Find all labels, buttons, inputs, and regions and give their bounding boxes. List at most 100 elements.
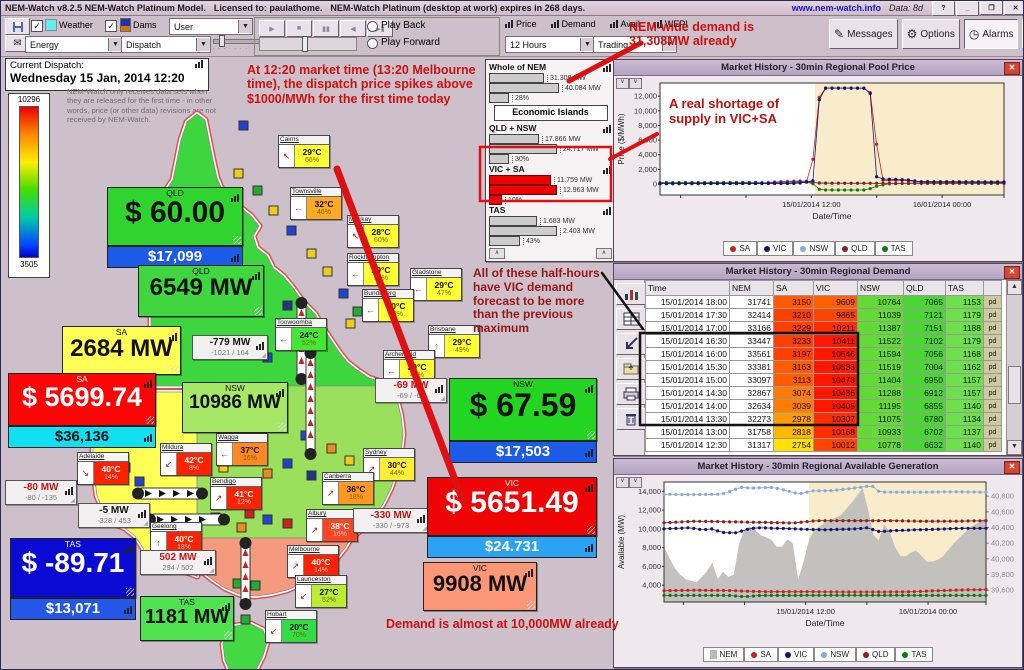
- window-control-button[interactable]: ✕: [1004, 1, 1023, 16]
- table-row[interactable]: 15/01/2014 15:00 33097 3113 10473 11404 6950 1…: [645, 373, 1002, 387]
- column-header[interactable]: NEM: [729, 280, 774, 296]
- interconnector-flow-box[interactable]: -330 MW -330 / -973 ◢: [353, 508, 429, 533]
- playback-buttons[interactable]: ▶ ■ ▮▮ ◀ ▶▮: [259, 20, 393, 37]
- nsw-demand-box[interactable]: NSW 10986 MW: [182, 382, 288, 433]
- playback-button[interactable]: ◀: [340, 20, 366, 37]
- chart-button-demand[interactable]: Demand: [550, 19, 596, 29]
- energy-select[interactable]: Energy ▼: [25, 36, 123, 53]
- pd-button[interactable]: pd: [983, 334, 1002, 348]
- user-select[interactable]: User ▼: [169, 18, 253, 35]
- save-icon[interactable]: [5, 18, 30, 35]
- interconnector-flow-box[interactable]: -5 MW -328 / 453 ◢: [78, 503, 150, 528]
- column-header[interactable]: SA: [773, 280, 814, 296]
- window-controls[interactable]: ? _ ❐ ✕: [931, 1, 1023, 16]
- delete-icon[interactable]: [616, 408, 646, 430]
- spin-up-icon[interactable]: ∧: [489, 248, 505, 259]
- resize-grip[interactable]: [146, 416, 154, 424]
- nsw-price-secondary-value[interactable]: $17,503: [449, 441, 597, 463]
- window-control-button[interactable]: ?: [932, 1, 955, 16]
- chevron-down-icon[interactable]: ▼: [108, 38, 122, 51]
- sa-price-secondary-value[interactable]: $36,136: [8, 426, 156, 448]
- close-icon[interactable]: ✕: [1004, 266, 1020, 279]
- table-row[interactable]: 15/01/2014 17:30 32414 3210 9865 11039 7121 11…: [645, 308, 1002, 322]
- weather-checkbox[interactable]: ✓: [31, 20, 43, 32]
- playback-button[interactable]: ▶: [259, 20, 285, 37]
- pd-button[interactable]: pd: [983, 425, 1002, 439]
- chart-button-price[interactable]: Price: [505, 19, 537, 29]
- pool-price-window-title[interactable]: Market History - 30min Regional Pool Pri…: [614, 60, 1022, 76]
- folder-icon[interactable]: [616, 358, 646, 380]
- collapse-button[interactable]: ∨: [629, 78, 642, 89]
- resize-grip[interactable]: [278, 423, 286, 431]
- nsw-price-box[interactable]: NSW $ 67.59: [449, 378, 597, 441]
- table-row[interactable]: 15/01/2014 14:30 32867 3074 10436 11288 6912 1…: [645, 386, 1002, 400]
- demand-window-toolbar[interactable]: [614, 280, 646, 455]
- vertical-scrollbar[interactable]: ▲ ▼: [1006, 280, 1022, 455]
- pd-button[interactable]: pd: [983, 321, 1002, 335]
- dispatch-select[interactable]: Dispatch ▼: [121, 36, 211, 53]
- weather-station-melbourne[interactable]: Melbourne ↗ 40°C 14%: [287, 545, 339, 578]
- chart-icon[interactable]: [616, 283, 646, 305]
- table-icon[interactable]: [616, 308, 646, 330]
- vic-price-secondary-value[interactable]: $24.731: [427, 536, 597, 558]
- pd-button[interactable]: pd: [983, 308, 1002, 322]
- collapse-button[interactable]: ∨: [629, 477, 642, 488]
- spin-up-icon[interactable]: ∧: [596, 248, 612, 259]
- weather-station-bendigo[interactable]: Bendigo ↗ 41°C 12%: [210, 477, 262, 510]
- interconnector-flow-box[interactable]: 502 MW 294 / 502 ◢: [140, 550, 216, 575]
- weather-station-townsville[interactable]: Townsville ← 32°C 46%: [290, 187, 342, 220]
- pd-button[interactable]: pd: [983, 373, 1002, 387]
- tas-price-box[interactable]: TAS $ -89.71: [10, 538, 136, 598]
- resize-grip[interactable]: [587, 431, 595, 439]
- resize-grip[interactable]: [171, 365, 179, 373]
- table-row[interactable]: 15/01/2014 12:30 31317 2754 10012 10778 6632 1…: [645, 438, 1002, 452]
- column-header[interactable]: NSW: [857, 280, 904, 296]
- column-header[interactable]: TAS: [945, 280, 984, 296]
- website-link[interactable]: www.nem-watch.info: [791, 3, 881, 13]
- weather-station-adelaide[interactable]: Adelaide ↘ 40°C 14%: [77, 452, 129, 485]
- alarms-button[interactable]: ◷ Alarms: [963, 19, 1019, 49]
- range-select[interactable]: 12 Hours ▼: [505, 36, 595, 53]
- resize-grip[interactable]: [233, 236, 241, 244]
- dams-checkbox[interactable]: ✓: [105, 20, 117, 32]
- interconnector-flow-box[interactable]: -69 MW -69 / -67 ◢: [375, 378, 447, 403]
- chart-quick-buttons[interactable]: Price Demand Avail WEPI: [505, 19, 688, 29]
- window-control-button[interactable]: ❐: [980, 1, 1003, 16]
- options-button[interactable]: ⚙ Options: [901, 19, 960, 49]
- vic-demand-box[interactable]: VIC 9908 MW: [423, 562, 537, 611]
- scroll-up-icon[interactable]: ▲: [1007, 280, 1022, 295]
- tas-price-secondary-value[interactable]: $13,071: [10, 598, 136, 620]
- weather-station-mackay[interactable]: Mackay ↖ 28°C 60%: [347, 215, 399, 248]
- chart-button-avail[interactable]: Avail: [609, 19, 640, 29]
- scroll-down-icon[interactable]: ▼: [1007, 440, 1022, 455]
- chart-button-wepi[interactable]: WEPI: [653, 19, 688, 29]
- pd-button[interactable]: pd: [983, 399, 1002, 413]
- avail-generation-window-title[interactable]: Market History - 30min Regional Availabl…: [614, 459, 1022, 475]
- close-icon[interactable]: ✕: [1004, 62, 1020, 75]
- weather-station-canberra[interactable]: Canberra ↗ 36°C 18%: [322, 472, 374, 505]
- resize-grip[interactable]: [527, 601, 535, 609]
- collapse-button[interactable]: ∨: [616, 477, 629, 488]
- collapse-button[interactable]: ∨: [616, 78, 629, 89]
- tas-demand-box[interactable]: TAS 1181 MW: [140, 596, 234, 641]
- scrollbar-thumb[interactable]: [1008, 365, 1021, 404]
- weather-station-bundaberg[interactable]: Bundaberg ← 30°C 43%: [362, 289, 414, 322]
- refresh-button[interactable]: ↻Refresh: [1022, 19, 1023, 49]
- table-row[interactable]: 15/01/2014 15:30 33381 3163 10533 11519 7004 1…: [645, 360, 1002, 374]
- column-header[interactable]: Time: [645, 280, 730, 296]
- sa-demand-box[interactable]: SA 2684 MW: [62, 326, 181, 375]
- pd-button[interactable]: pd: [983, 295, 1002, 309]
- playback-button[interactable]: ■: [286, 20, 312, 37]
- regional-demand-window-title[interactable]: Market History - 30min Regional Demand ✕: [614, 264, 1022, 280]
- sa-price-box[interactable]: SA $ 5699.74: [8, 373, 156, 426]
- pd-button[interactable]: pd: [983, 412, 1002, 426]
- weather-station-cairns[interactable]: Cairns ↖ 29°C 66%: [278, 135, 330, 168]
- economic-islands-button[interactable]: Economic Islands: [493, 105, 608, 121]
- table-row[interactable]: 15/01/2014 16:30 33447 3233 10411 11522 7102 1…: [645, 334, 1002, 348]
- table-row[interactable]: 15/01/2014 18:00 31741 3150 9609 10764 7065 11…: [645, 295, 1002, 309]
- pd-button[interactable]: pd: [983, 386, 1002, 400]
- vic-price-box[interactable]: VIC $ 5651.49: [427, 477, 597, 536]
- chevron-down-icon[interactable]: ▼: [238, 20, 252, 33]
- pd-button[interactable]: pd: [983, 347, 1002, 361]
- column-header[interactable]: VIC: [813, 280, 858, 296]
